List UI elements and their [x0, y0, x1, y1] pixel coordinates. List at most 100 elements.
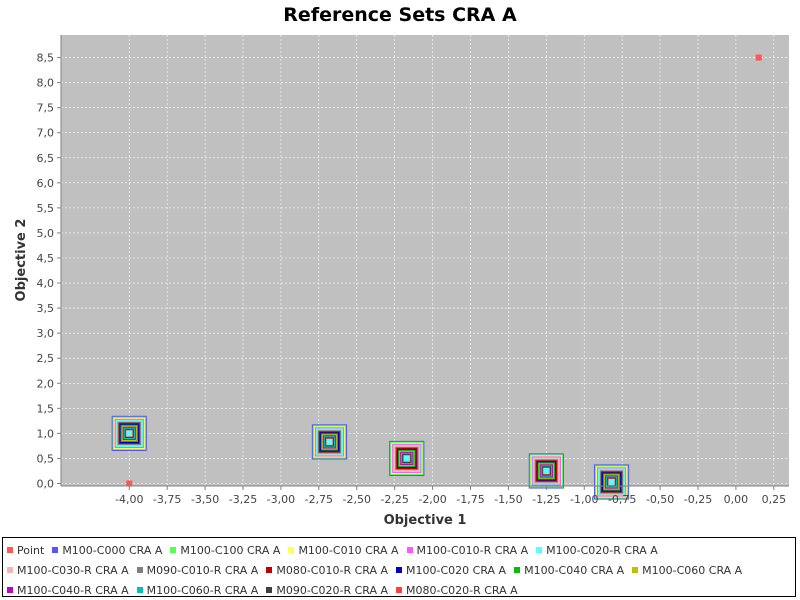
- data-point-point: [755, 54, 762, 61]
- data-point-m100-c060-r-cra-a: [123, 427, 135, 439]
- x-tick-label: -2,25: [380, 493, 408, 506]
- data-point-m080-c010-r-cra-a: [318, 431, 341, 453]
- x-tick-label: -1,00: [570, 493, 598, 506]
- legend-label: M100-C030-R CRA A: [17, 563, 129, 577]
- x-tick-label: -1,25: [532, 493, 560, 506]
- data-point-m100-c030-r-cra-a: [316, 429, 343, 455]
- data-point-m100-c040-cra-a: [602, 473, 621, 491]
- legend-swatch: [396, 567, 403, 573]
- data-point-m100-c020-cra-a: [119, 423, 139, 443]
- data-point-m100-c010-cra-a: [391, 442, 423, 475]
- data-point-m100-c020-cra-a: [536, 461, 556, 481]
- legend-swatch: [266, 587, 273, 593]
- legend-label: M090-C010-R CRA A: [146, 563, 259, 577]
- legend-label: M100-C020-R CRA A: [546, 543, 658, 557]
- legend-label: Point: [17, 543, 45, 557]
- data-point-m100-c040-cra-a: [320, 433, 339, 451]
- y-tick-label: 6,0: [37, 177, 55, 190]
- data-point-center: [326, 438, 333, 445]
- data-point-m100-c020-cra-a: [319, 432, 340, 452]
- data-point-m100-c000-cra-a: [389, 440, 425, 477]
- x-tick-label: -2,75: [305, 493, 333, 506]
- data-point-m080-c010-r-cra-a: [535, 460, 557, 482]
- legend-swatch: [170, 547, 177, 553]
- y-tick-label: 3,5: [37, 302, 55, 315]
- data-point-m100-c020-cra-a: [601, 472, 622, 492]
- legend-swatch: [514, 567, 521, 573]
- legend-swatch: [7, 547, 13, 553]
- legend-label: M100-C010-R CRA A: [416, 543, 529, 557]
- y-tick-label: 8,5: [37, 52, 55, 65]
- data-point-m100-c000-cra-a: [111, 415, 147, 451]
- legend: Point M100-C000 CRA A M100-C100 CRA A M100-…: [2, 537, 796, 597]
- data-point-m100-c040-cra-a: [537, 462, 555, 480]
- data-point-m100-c040-r-cra-a: [322, 435, 337, 449]
- data-point-m100-c010-r-cra-a: [531, 456, 561, 486]
- data-point-m100-c030-r-cra-a: [598, 469, 625, 495]
- legend-item: M080-C020-R CRA A: [396, 580, 518, 600]
- data-point-m100-c060-cra-a: [603, 474, 620, 490]
- legend-item: M100-C060 CRA A: [632, 560, 742, 580]
- legend-swatch: [136, 567, 143, 573]
- data-point-m100-c010-r-cra-a: [596, 467, 627, 497]
- x-tick-label: -0,75: [608, 493, 636, 506]
- legend-item: M100-C060-R CRA A: [136, 580, 259, 600]
- legend-label: M100-C060-R CRA A: [146, 583, 259, 597]
- data-point-m090-c010-r-cra-a: [395, 446, 419, 471]
- x-tick-label: -1,50: [494, 493, 522, 506]
- data-point-center: [403, 455, 410, 462]
- legend-label: M100-C020 CRA A: [406, 563, 507, 577]
- x-axis-label: Objective 1: [384, 513, 467, 528]
- legend-item: M100-C030-R CRA A: [7, 560, 129, 580]
- data-point-m100-c020-r-cra-a: [532, 457, 560, 485]
- legend-item: M080-C010-R CRA A: [266, 560, 388, 580]
- legend-swatch: [7, 567, 13, 573]
- legend-item: M100-C040 CRA A: [514, 560, 624, 580]
- y-tick-label: 0,5: [37, 452, 55, 465]
- data-point-m100-c020-cra-a: [397, 448, 417, 469]
- x-tick-label: 0,25: [762, 493, 787, 506]
- y-tick-label: 2,5: [37, 352, 55, 365]
- y-tick-label: 1,0: [37, 427, 55, 440]
- x-tick-label: -1,75: [456, 493, 484, 506]
- y-tick-label: 4,0: [37, 277, 55, 290]
- legend-item: M100-C000 CRA A: [52, 540, 162, 560]
- legend-label: M100-C060 CRA A: [642, 563, 743, 577]
- x-tick-label: -0,25: [684, 493, 712, 506]
- legend-label: M100-C000 CRA A: [62, 543, 163, 557]
- y-tick-label: 6,5: [37, 152, 55, 165]
- data-point-m100-c000-cra-a: [593, 464, 630, 500]
- data-point-m100-c030-r-cra-a: [116, 420, 142, 446]
- data-point-m100-c040-cra-a: [120, 424, 138, 442]
- data-point-m100-c030-r-cra-a: [394, 445, 420, 472]
- data-point-center: [608, 478, 615, 485]
- x-tick-label: -2,50: [343, 493, 371, 506]
- data-point-m100-c020-r-cra-a: [315, 428, 344, 456]
- data-point-m080-c010-r-cra-a: [118, 422, 140, 444]
- tick-labels: -4,00 -3,75 -3,50 -3,25 -3,00 -2,75 -2,50 -2,25…: [37, 52, 787, 506]
- legend-swatch: [136, 587, 143, 593]
- data-point-m100-c010-cra-a: [313, 426, 346, 458]
- legend-swatch: [406, 547, 413, 553]
- x-tick-label: -4,00: [115, 493, 143, 506]
- data-point-m100-c100-cra-a: [112, 416, 146, 450]
- data-point-center: [126, 430, 133, 437]
- legend-item: M100-C020 CRA A: [396, 560, 506, 580]
- legend-item: M100-C040-R CRA A: [7, 580, 129, 600]
- legend-label: M100-C100 CRA A: [180, 543, 281, 557]
- legend-label: M100-C040 CRA A: [524, 563, 625, 577]
- x-tick-label: -2,00: [418, 493, 446, 506]
- data-point-m100-c020-r-cra-a: [597, 468, 626, 496]
- x-tick-label: 0,00: [724, 493, 749, 506]
- x-tick-label: -3,25: [229, 493, 257, 506]
- data-point-m100-c010-r-cra-a: [392, 443, 422, 474]
- data-point-m100-c100-cra-a: [594, 465, 629, 499]
- data-point-m100-c060-r-cra-a: [605, 476, 618, 488]
- legend-label: M090-C020-R CRA A: [276, 583, 389, 597]
- plot-area: [61, 35, 789, 486]
- chart: Reference Sets CRA A -4,00 -3,75 -3,50 -3,2…: [14, 4, 789, 528]
- legend-swatch: [288, 547, 295, 553]
- y-tick-label: 3,0: [37, 327, 55, 340]
- data-point-m100-c000-cra-a: [311, 424, 348, 460]
- chart-title: Reference Sets CRA A: [283, 4, 517, 26]
